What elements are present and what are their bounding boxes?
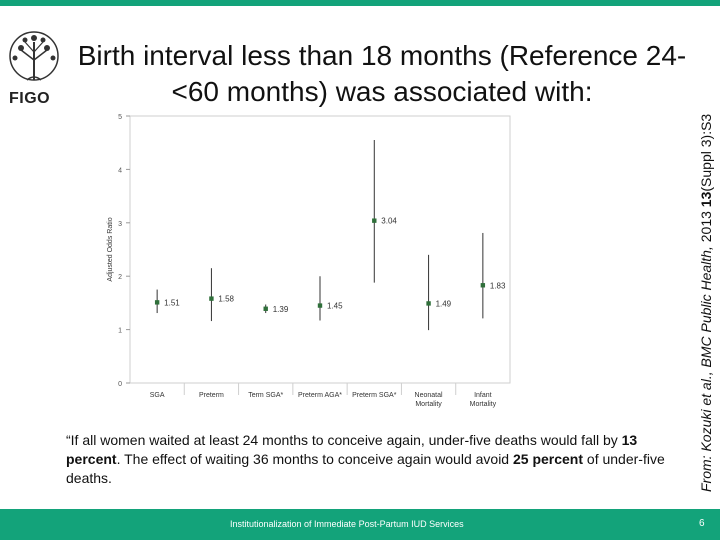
quote-text: “If all women waited at least 24 months …	[66, 431, 686, 488]
quote-part-3: of under-five deaths.	[66, 451, 665, 486]
category-label: Neonatal	[415, 392, 443, 399]
y-axis-label: Adjusted Odds Ratio	[107, 217, 114, 281]
data-label: 1.39	[273, 305, 289, 314]
top-accent-bar	[0, 0, 720, 6]
figo-tree-logo-icon	[9, 31, 59, 81]
quote-bold-2: 25 percent	[512, 451, 584, 467]
odds-ratio-chart: 0 1 2 3 4 5 Adjusted Odds Ratio 1.51 SGA 1.58 Pret…	[107, 114, 511, 408]
citation-authors: From: Kozuki et al., BMC Public Health,	[698, 242, 714, 492]
data-point	[263, 306, 268, 311]
data-point	[317, 303, 323, 308]
data-label: 1.49	[436, 299, 452, 308]
quote-part-1: “If all women waited at least 24 months …	[66, 432, 622, 448]
category-label: Preterm	[199, 392, 224, 399]
y-tick-label: 5	[118, 114, 122, 121]
citation: From: Kozuki et al., BMC Public Health, …	[698, 52, 714, 492]
footer-text: Institutionalization of Immediate Post-P…	[230, 519, 464, 529]
category-label: Preterm AGA*	[298, 392, 342, 399]
y-tick-label: 0	[118, 381, 122, 388]
y-tick-label: 4	[118, 167, 122, 174]
citation-year: 2013	[698, 207, 714, 243]
data-point	[480, 283, 486, 288]
data-point	[209, 296, 214, 301]
footer-bar	[0, 509, 720, 540]
slide-title: Birth interval less than 18 months (Refe…	[77, 40, 687, 107]
category-label: Mortality	[415, 401, 442, 408]
plot-frame	[129, 115, 511, 384]
y-tick-label: 2	[118, 274, 122, 281]
logo-text: FIGO	[9, 90, 51, 107]
data-point	[154, 300, 160, 305]
data-label: 1.58	[218, 295, 234, 304]
category-label: SGA	[150, 392, 165, 399]
citation-volume: 13	[698, 191, 714, 208]
data-label: 1.51	[164, 298, 180, 307]
page-number: 6	[699, 518, 705, 529]
y-tick-label: 3	[118, 221, 122, 228]
data-label: 1.83	[490, 281, 506, 290]
citation-suffix: (Suppl 3):S3	[698, 113, 714, 192]
y-tick-label: 1	[118, 328, 122, 335]
category-label: Infant	[474, 392, 492, 399]
data-label: 1.45	[327, 302, 343, 311]
quote-part-2: . The effect of waiting 36 months to con…	[116, 451, 513, 467]
category-label: Term SGA*	[248, 392, 283, 399]
category-label: Preterm SGA*	[352, 392, 397, 399]
category-label: Mortality	[470, 401, 497, 408]
data-point	[372, 218, 377, 223]
quote-bold-1: 13 percent	[66, 432, 638, 467]
data-point	[426, 301, 431, 306]
data-label: 3.04	[381, 217, 397, 226]
